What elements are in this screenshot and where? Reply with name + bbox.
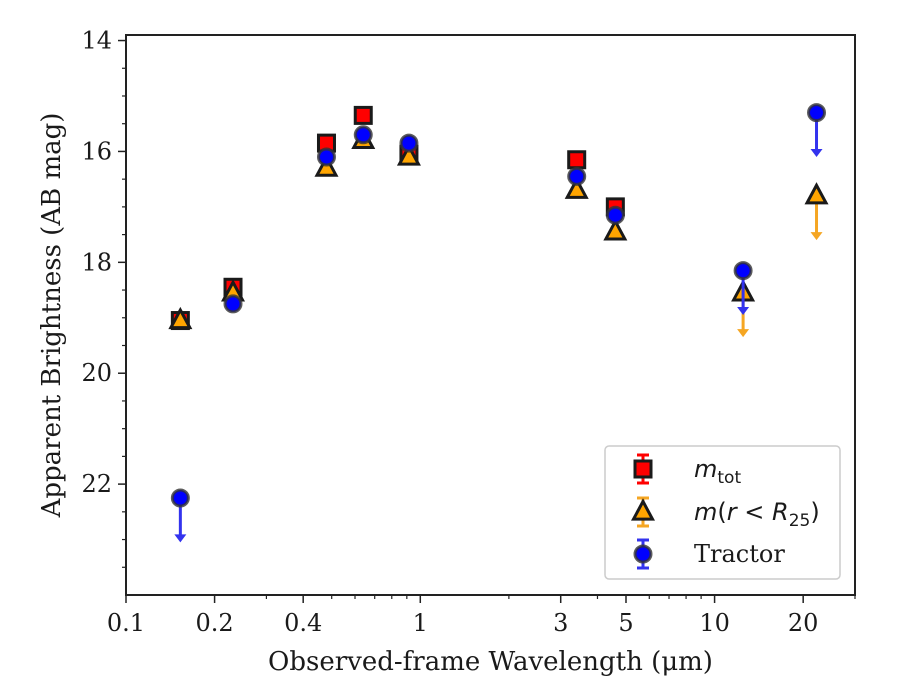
data-point xyxy=(567,166,587,186)
x-tick-label: 10 xyxy=(699,609,730,637)
data-point xyxy=(733,261,753,281)
y-axis-title: Apparent Brightness (AB mag) xyxy=(37,113,67,519)
legend-label-mtot: mtot xyxy=(694,455,741,488)
x-tick-label: 0.1 xyxy=(107,609,145,637)
upper-limit-head xyxy=(810,148,823,157)
x-tick-label: 0.2 xyxy=(196,609,234,637)
data-point xyxy=(605,205,625,225)
data-point xyxy=(168,306,193,330)
legend-marker-0 xyxy=(633,453,653,485)
upper-limit-head xyxy=(174,534,187,543)
plot-area-frame xyxy=(125,34,856,596)
x-tick-label: 1 xyxy=(413,609,428,637)
ticks-layer: 0.1 0.2 0.4 1 3 5 10 20 14 16 18 20 22 xyxy=(81,27,856,637)
x-tick-label: 5 xyxy=(618,609,633,637)
data-point xyxy=(353,105,373,125)
data-point xyxy=(353,125,373,145)
legend-markers xyxy=(630,453,656,570)
x-tick-label: 0.4 xyxy=(284,609,322,637)
data-point xyxy=(396,143,421,166)
y-tick-label: 22 xyxy=(81,470,112,498)
x-axis-title: Observed-frame Wavelength (μm) xyxy=(268,647,713,677)
legend: mtot m(r < R25) Tractor xyxy=(604,445,841,580)
y-tick-label: 20 xyxy=(81,359,112,387)
upper-limit-head xyxy=(810,232,823,241)
upper-limit-head xyxy=(737,307,750,315)
series-1 xyxy=(168,126,829,338)
data-point xyxy=(807,103,827,123)
y-tick-label: 18 xyxy=(81,248,112,276)
legend-marker-1 xyxy=(630,496,656,528)
x-tick-label: 3 xyxy=(553,609,568,637)
legend-label-m-r-lt-r25: m(r < R25) xyxy=(694,498,820,531)
data-point xyxy=(603,218,628,241)
legend-label-tractor: Tractor xyxy=(694,540,785,568)
legend-box xyxy=(604,445,841,580)
legend-marker-2 xyxy=(633,538,653,570)
data-point xyxy=(223,294,243,314)
data-point xyxy=(316,147,336,167)
marks-layer xyxy=(168,103,829,543)
y-tick-label: 14 xyxy=(81,27,112,55)
data-point xyxy=(567,150,587,170)
data-point xyxy=(170,488,190,508)
series-2 xyxy=(170,103,827,543)
x-tick-label: 20 xyxy=(788,609,819,637)
upper-limit-head xyxy=(737,329,750,338)
data-point xyxy=(399,133,419,153)
legend-symbol xyxy=(630,498,656,521)
y-tick-label: 16 xyxy=(81,137,112,165)
legend-symbol xyxy=(633,459,653,479)
data-point xyxy=(564,176,589,199)
data-point xyxy=(804,182,829,205)
legend-symbol xyxy=(633,544,653,564)
